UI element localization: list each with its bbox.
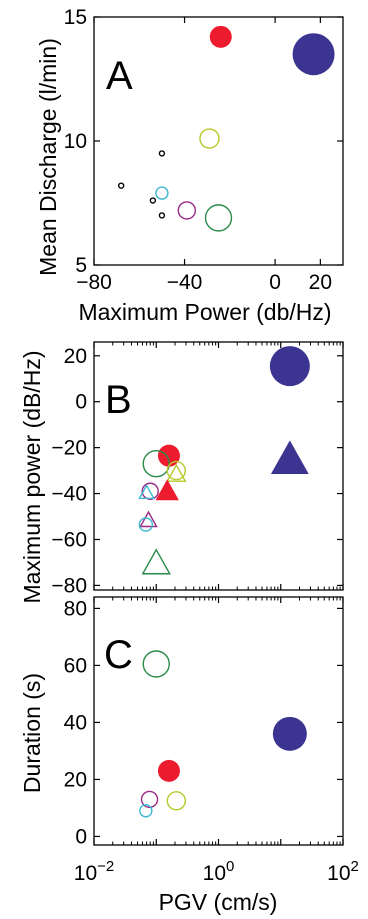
panel-a-xtick-label: 20: [309, 271, 332, 294]
panel-b-triangle-point: [141, 548, 171, 575]
panel-c-circle-point: [142, 650, 170, 678]
panel-a-label: A: [106, 54, 133, 98]
panel-c-circle-point: [157, 759, 180, 782]
panel-b-ytick-label: 0: [75, 391, 87, 414]
panel-c-x-axis-label: PGV (cm/s): [159, 889, 278, 915]
panel-b-ytick-label: −40: [51, 483, 87, 506]
panel-b-ytick-label: 20: [64, 345, 87, 368]
panel-b-y-axis-label: Maximum power (dB/Hz): [19, 350, 45, 603]
panel-b-triangle-point: [138, 484, 156, 500]
panel-a-circle-point: [117, 182, 125, 189]
panel-b-circle-point: [166, 460, 187, 481]
panel-a-circle-point: [204, 204, 233, 232]
panel-a-xtick-label: −40: [167, 271, 203, 294]
panel-a-circle-point: [149, 197, 157, 204]
panel-b-triangle-point: [155, 479, 179, 501]
panel-b-circle-point: [142, 450, 170, 478]
panel-b-circle-point: [141, 482, 159, 500]
panel-c: C 0 20 40 60 80 10−2 100 102 PGV (cm/s) Durati…: [19, 596, 359, 915]
panel-b-ytick-label: −60: [51, 528, 87, 551]
panel-c-circle-point: [166, 791, 187, 811]
panel-c-ytick-label: 20: [64, 768, 87, 791]
panel-b: B −80 −60 −40 −20 0 20 Maximum power (dB/Hz): [19, 341, 344, 604]
panel-a-circle-point: [158, 212, 166, 219]
panel-b-circle-point: [269, 346, 310, 387]
panel-c-xtick-label: 100: [203, 858, 235, 885]
panel-c-xtick-label: 102: [327, 858, 359, 885]
panel-c-ytick-label: 0: [75, 825, 87, 848]
panel-a-circle-point: [209, 25, 232, 48]
panel-b-ytick-label: −80: [51, 574, 87, 597]
panel-c-ytick-label: 40: [64, 711, 87, 734]
panel-c-xtick-label: 10−2: [74, 858, 114, 885]
panel-c-circle-point: [140, 790, 159, 809]
panel-b-triangle-point: [270, 440, 309, 475]
panel-c-y-axis-label: Duration (s): [19, 673, 45, 793]
panel-a-circle-point: [158, 150, 166, 157]
panel-c-ytick-label: 60: [64, 654, 87, 677]
panel-c-circle-point: [272, 716, 307, 751]
panel-b-triangle-point: [139, 510, 158, 528]
panel-b-circle-point: [138, 517, 154, 532]
panel-c-ytick-label: 80: [64, 597, 87, 620]
panel-a-x-axis-label: Maximum Power (db/Hz): [78, 299, 331, 325]
panel-a-ytick-label: 10: [64, 130, 87, 153]
panel-a-ytick-label: 15: [64, 6, 87, 29]
panel-c-circle-point: [139, 804, 153, 818]
panel-a-circle-point: [155, 186, 169, 200]
panel-a-y-axis-label: Mean Discharge (l/min): [35, 38, 61, 276]
panel-a-xtick-label: −80: [76, 271, 112, 294]
panel-a-ytick-label: 5: [75, 254, 87, 277]
panel-b-ytick-label: −20: [51, 437, 87, 460]
panel-c-label: C: [104, 633, 133, 677]
panel-a-xtick-label: 0: [269, 271, 281, 294]
panel-a-circle-point: [177, 201, 197, 220]
panel-a-circle-point: [199, 128, 220, 149]
panel-b-label: B: [105, 378, 132, 422]
panel-b-triangle-point: [166, 463, 187, 482]
panel-a-circle-point: [292, 33, 335, 76]
